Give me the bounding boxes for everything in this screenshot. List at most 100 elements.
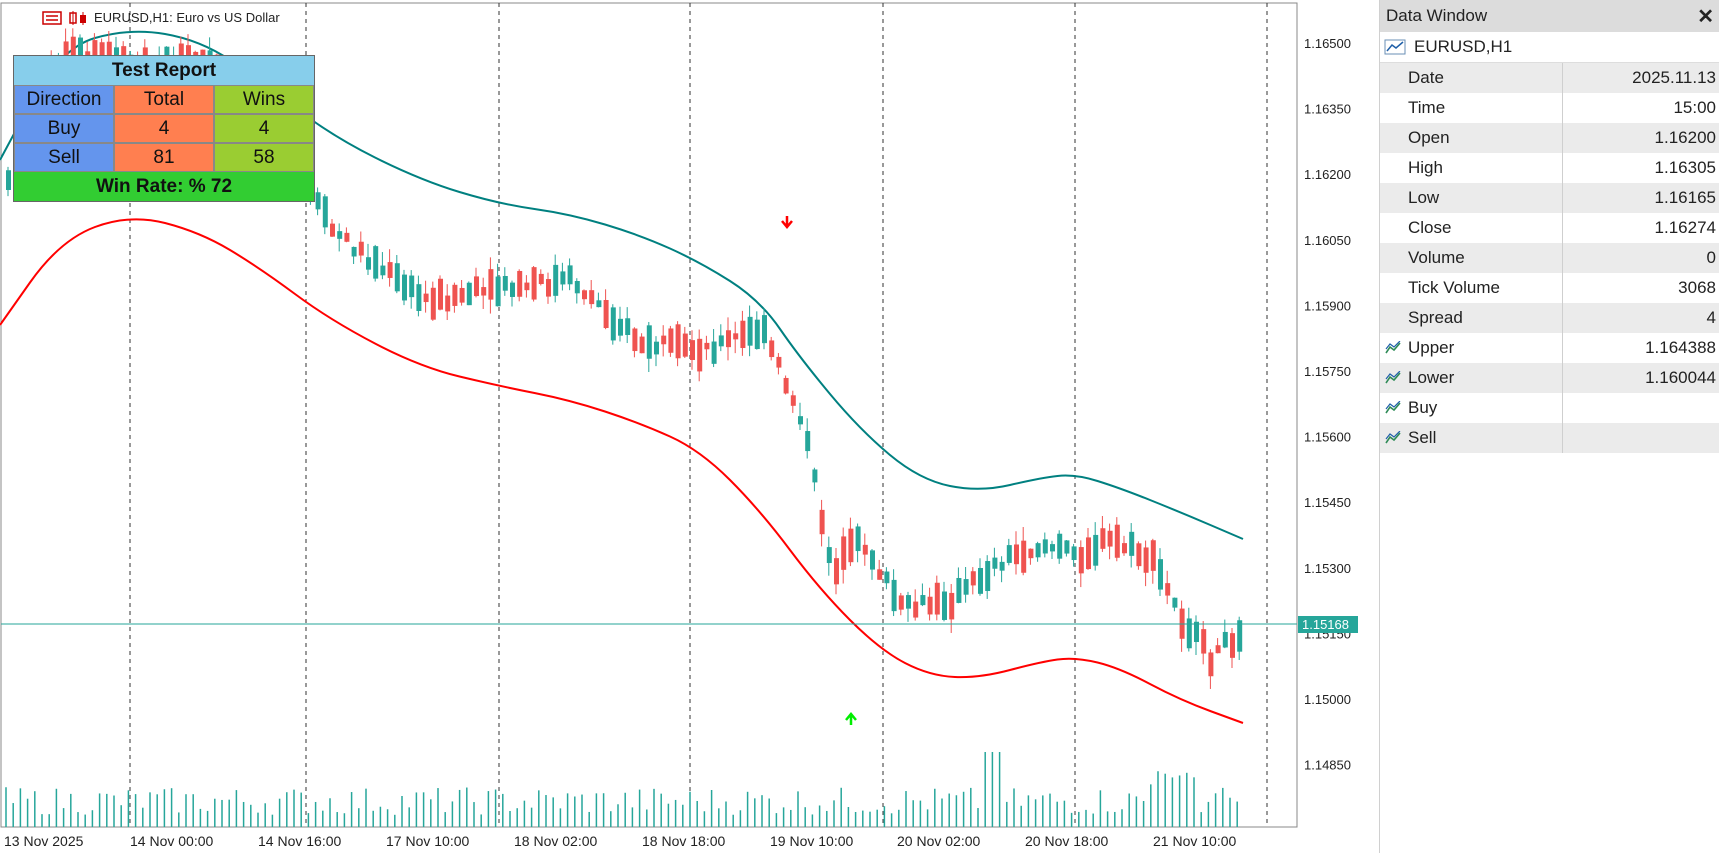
candle-body xyxy=(884,571,890,584)
candle-body xyxy=(934,582,940,615)
candle-body xyxy=(992,557,998,569)
report-header-direction: Direction xyxy=(14,85,114,114)
candle-body xyxy=(164,46,170,60)
candle-body xyxy=(63,41,69,58)
candle-body xyxy=(402,274,407,301)
candle-body xyxy=(1172,597,1178,608)
candle-body xyxy=(315,192,321,210)
candle-body xyxy=(538,273,544,285)
data-window-label: Sell xyxy=(1408,423,1563,453)
candle-body xyxy=(344,232,350,242)
chart-area[interactable]: 1.16500 1.16350 1.16200 1.16050 1.15900 1.157… xyxy=(0,0,1375,853)
candle-body xyxy=(380,265,386,276)
price-tick-label: 1.14850 xyxy=(1304,758,1351,773)
data-window-panel[interactable]: Data Window ✕ EURUSD,H1 Date 2025.11.13 Ti… xyxy=(1379,0,1719,853)
row-spacer xyxy=(1380,93,1408,123)
chart-type-icon[interactable] xyxy=(68,10,88,25)
candle-body xyxy=(351,246,357,257)
report-row-sell: Sell 81 58 xyxy=(14,143,314,172)
candle-body xyxy=(423,293,429,303)
candle-body xyxy=(1194,621,1199,643)
data-window-label: Time xyxy=(1408,93,1563,123)
candle-body xyxy=(1028,548,1034,559)
price-tick-label: 1.15000 xyxy=(1304,692,1351,707)
candle-body xyxy=(985,561,991,592)
candle-body xyxy=(646,325,652,359)
candle-body xyxy=(200,49,206,59)
candle-body xyxy=(834,558,839,585)
candle-body xyxy=(704,342,710,350)
candle-body xyxy=(373,246,379,279)
candle-body xyxy=(805,431,811,452)
candle-body xyxy=(812,469,818,483)
candle-body xyxy=(1143,547,1149,573)
candle-body xyxy=(870,550,875,570)
data-window-row: Low 1.16165 xyxy=(1380,183,1719,213)
price-chart[interactable]: 1.16500 1.16350 1.16200 1.16050 1.15900 1.157… xyxy=(0,0,1375,853)
date-tick-label: 17 Nov 10:00 xyxy=(386,833,469,849)
current-price-badge xyxy=(1298,616,1358,633)
chart-title: EURUSD,H1: Euro vs US Dollar xyxy=(42,10,280,25)
candle-body xyxy=(718,335,724,347)
candle-body xyxy=(387,262,393,278)
candle-body xyxy=(452,284,458,306)
lower-band-line xyxy=(0,218,1244,724)
candle-body xyxy=(956,577,962,603)
report-row-buy: Buy 4 4 xyxy=(14,114,314,143)
candle-body xyxy=(567,265,573,285)
report-title: Test Report xyxy=(14,56,314,85)
sell-arrow-icon xyxy=(781,216,793,229)
date-tick-label: 18 Nov 18:00 xyxy=(642,833,725,849)
candle-body xyxy=(819,509,825,535)
candle-body xyxy=(769,340,775,358)
report-cell: 58 xyxy=(214,143,314,172)
candle-body xyxy=(1201,629,1207,654)
candle-body xyxy=(474,276,479,297)
candle-body xyxy=(1122,543,1127,554)
date-tick-label: 20 Nov 02:00 xyxy=(897,833,980,849)
candle-body xyxy=(855,526,861,552)
candle-body xyxy=(1021,540,1027,573)
row-spacer xyxy=(1380,183,1408,213)
candle-body xyxy=(466,282,472,306)
candle-body xyxy=(1114,524,1120,558)
candle-body xyxy=(495,276,501,307)
data-window-value xyxy=(1563,423,1719,453)
data-window-label: Close xyxy=(1408,213,1563,243)
data-window-label: Spread xyxy=(1408,303,1563,333)
candle-body xyxy=(1222,631,1228,648)
candle-body xyxy=(733,333,739,340)
data-window-label: Buy xyxy=(1408,393,1563,423)
data-window-value: 2025.11.13 xyxy=(1632,68,1716,87)
price-tick-label: 1.16500 xyxy=(1304,36,1351,51)
candle-body xyxy=(891,579,897,612)
price-tick-label: 1.15600 xyxy=(1304,430,1351,445)
candle-body xyxy=(78,37,83,65)
candle-body xyxy=(790,395,796,406)
candle-body xyxy=(574,281,580,294)
indicator-icon xyxy=(1380,363,1408,393)
candle-body xyxy=(502,276,508,291)
data-window-row: Close 1.16274 xyxy=(1380,213,1719,243)
candle-body xyxy=(1093,534,1099,566)
indicator-icon xyxy=(1380,333,1408,363)
candle-body xyxy=(963,579,969,595)
data-window-label: Upper xyxy=(1408,333,1563,363)
price-tick-label: 1.16350 xyxy=(1304,102,1351,117)
data-window-row: Lower 1.160044 xyxy=(1380,363,1719,393)
chart-frame xyxy=(0,2,1298,828)
candle-body xyxy=(603,300,609,329)
chart-menu-icon[interactable] xyxy=(42,10,62,25)
candle-body xyxy=(625,318,631,336)
candle-body xyxy=(186,45,191,62)
candle-body xyxy=(1158,559,1163,590)
candle-body xyxy=(711,341,717,364)
candle-body xyxy=(1050,544,1055,552)
data-window-label: Tick Volume xyxy=(1408,273,1563,303)
row-spacer xyxy=(1380,243,1408,273)
price-tick-label: 1.16050 xyxy=(1304,233,1351,248)
close-icon[interactable]: ✕ xyxy=(1697,5,1714,28)
candle-body xyxy=(1215,645,1221,654)
candle-body xyxy=(654,341,659,355)
candle-body xyxy=(1071,546,1077,561)
